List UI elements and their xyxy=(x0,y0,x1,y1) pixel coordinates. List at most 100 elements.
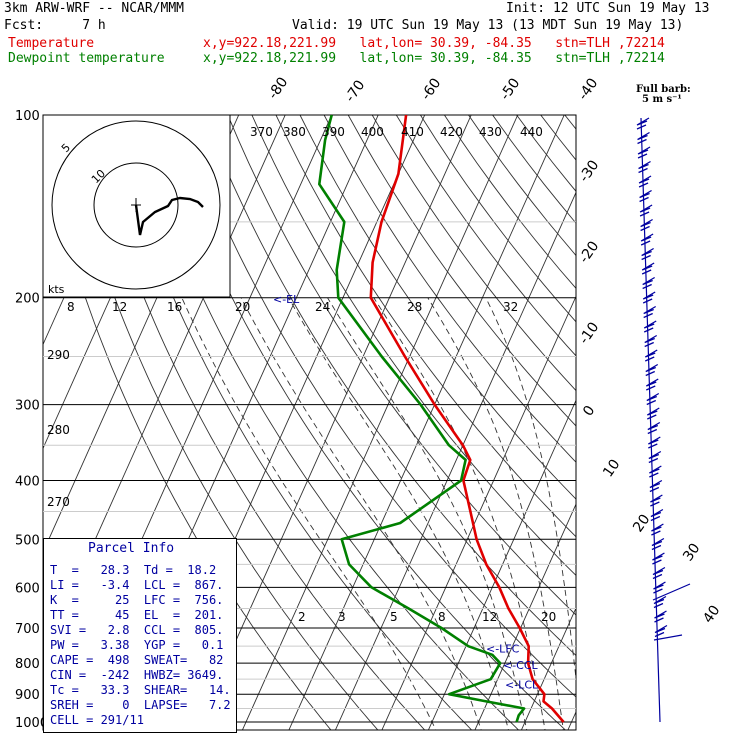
parcel-row-li: LI = -3.4 LCL = 867. xyxy=(50,578,224,592)
hodograph-units: kts xyxy=(48,283,65,296)
dry-adiabat-370 xyxy=(323,115,576,463)
isotherm-label-10: 10 xyxy=(600,457,623,481)
isotherm-40 xyxy=(612,115,740,735)
theta-label-430: 430 xyxy=(479,125,502,139)
moist-adiabat-20 xyxy=(327,297,528,730)
valid-time: Valid: 19 UTC Sun 19 May 13 (13 MDT Sun … xyxy=(292,18,684,33)
dry-adiabat-310 xyxy=(179,115,576,698)
barb-speed-label: 5 m s⁻¹ xyxy=(642,94,682,105)
wind-barb xyxy=(639,204,653,217)
isotherm-label-0: 0 xyxy=(580,403,598,419)
dewpoint-legend: Dewpoint temperature xyxy=(8,51,165,66)
isotherm-label--20: -20 xyxy=(576,238,602,266)
wind-barb xyxy=(649,479,663,493)
isotherm--30 xyxy=(288,115,565,730)
hodograph-ring-1 xyxy=(51,120,221,290)
parcel-row-cin: CIN = -242 HWBZ= 3649. xyxy=(50,668,224,682)
isotherm-label--70: -70 xyxy=(342,77,368,105)
dry-adiabat-330 xyxy=(227,115,576,616)
mixing-low-label-8: 8 xyxy=(438,610,446,624)
theta-label-390: 390 xyxy=(322,125,345,139)
temperature-location: x,y=922.18,221.99 lat,lon= 30.39, -84.35… xyxy=(203,36,665,51)
hodograph-ring-0 xyxy=(93,162,179,248)
parcel-row-pw: PW = 3.38 YGP = 0.1 xyxy=(50,638,224,652)
parcel-row-cell: CELL = 291/11 xyxy=(50,713,144,727)
pressure-label-100: 100 xyxy=(15,109,40,124)
wind-barb xyxy=(645,363,659,377)
wind-barb xyxy=(653,581,666,594)
mixing-low-label-12: 12 xyxy=(482,610,497,624)
isotherm-label--60: -60 xyxy=(418,75,444,103)
isotherm-label-40: 40 xyxy=(700,603,723,627)
parcel-row-t: T = 28.3 Td = 18.2 xyxy=(50,563,217,577)
isotherm-label--50: -50 xyxy=(497,75,523,103)
dry-adiabat-470 xyxy=(564,115,576,130)
wind-barb xyxy=(644,334,658,348)
lcl-marker: <-LCL xyxy=(505,678,539,691)
theta-label-370: 370 xyxy=(250,125,273,139)
dry-adiabat-380 xyxy=(347,115,576,427)
lfc-marker: <-LFC xyxy=(486,642,520,655)
model-title: 3km ARW-WRF -- NCAR/MMM xyxy=(4,1,185,16)
dry-adiabat-500 xyxy=(637,115,740,735)
theta-left-label-280: 280 xyxy=(47,423,70,437)
dry-adiabat-360 xyxy=(299,115,576,500)
isotherm-30 xyxy=(567,710,576,730)
wind-barb xyxy=(645,378,659,391)
isotherm--10 xyxy=(381,295,576,730)
parcel-row-svi: SVI = 2.8 CCL = 805. xyxy=(50,623,224,637)
wind-barb xyxy=(639,189,652,203)
dry-adiabat-480 xyxy=(589,115,740,735)
pressure-label-200: 200 xyxy=(15,292,40,307)
wind-barb xyxy=(652,566,666,580)
mixing-label-28: 28 xyxy=(407,300,422,314)
pressure-label-400: 400 xyxy=(15,474,40,489)
wind-barb xyxy=(636,117,650,130)
wind-barb xyxy=(650,494,663,507)
wind-barb xyxy=(652,552,665,565)
wind-barb xyxy=(643,305,657,319)
isotherm--20 xyxy=(334,191,576,730)
wind-barb xyxy=(643,320,657,333)
parcel-row-tc: Tc = 33.3 SHEAR= 14. xyxy=(50,683,231,697)
pressure-label-600: 600 xyxy=(15,581,40,596)
pressure-label-900: 900 xyxy=(15,688,40,703)
wind-barb xyxy=(642,291,656,304)
parcel-row-cape: CAPE = 498 SWEAT= 82 xyxy=(50,653,224,667)
wind-barb xyxy=(646,407,660,420)
moist-adiabat-0 xyxy=(181,297,437,730)
wind-barb xyxy=(651,537,665,551)
theta-label-440: 440 xyxy=(520,125,543,139)
dry-adiabat-390 xyxy=(371,115,576,392)
dry-adiabat-270 xyxy=(82,115,426,730)
wind-barb xyxy=(637,146,651,159)
theta-label-410: 410 xyxy=(401,125,424,139)
wind-barb xyxy=(649,465,662,478)
isotherm--50 xyxy=(195,115,472,730)
pressure-label-500: 500 xyxy=(15,533,40,548)
pressure-label-1000: 1000 xyxy=(15,716,48,731)
wind-barb xyxy=(640,218,653,232)
mixing-low-label-3: 3 xyxy=(338,610,346,624)
isotherm-20 xyxy=(520,606,576,730)
mixing-label-24: 24 xyxy=(315,300,330,314)
dewpoint-profile xyxy=(318,115,526,723)
parcel-row-k: K = 25 LFC = 756. xyxy=(50,593,224,607)
dry-adiabat-300 xyxy=(155,115,567,730)
isotherm-label--30: -30 xyxy=(576,157,602,185)
isotherm-label--10: -10 xyxy=(576,319,602,347)
dry-adiabat-350 xyxy=(275,115,576,538)
pressure-label-300: 300 xyxy=(15,399,40,414)
el-marker: <-EL xyxy=(273,293,300,306)
wind-barb-low-1 xyxy=(652,583,691,601)
isotherm-50 xyxy=(659,115,740,735)
dry-adiabat-440 xyxy=(492,115,576,224)
moist-adiabat-28 xyxy=(427,297,564,730)
isotherm--40 xyxy=(241,115,519,730)
ccl-marker: <-CCL xyxy=(503,659,539,672)
theta-label-380: 380 xyxy=(283,125,306,139)
mixing-low-label-2: 2 xyxy=(298,610,306,624)
isotherm-label-30: 30 xyxy=(680,541,703,565)
mixing-label-12: 12 xyxy=(112,300,127,314)
wind-barb-low-2 xyxy=(653,634,683,641)
